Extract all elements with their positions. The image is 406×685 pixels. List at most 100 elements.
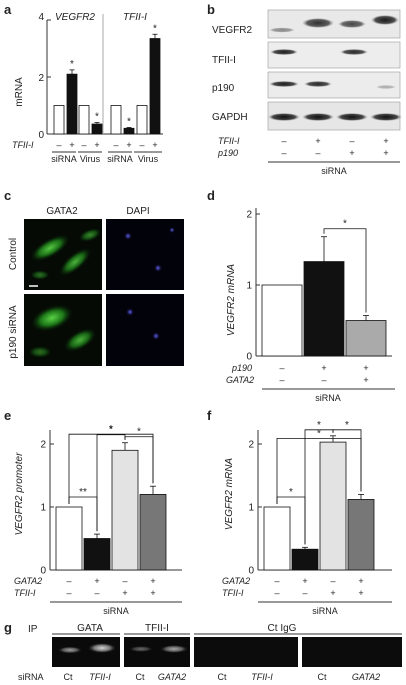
treatment-sign: – [279,363,284,373]
bar [303,261,345,357]
treatment-sign: + [302,576,307,586]
treatment-sign: – [321,375,326,385]
treatment-sign: – [66,588,71,598]
treatment-sign: – [315,148,320,158]
y-tick-label: 1 [40,503,46,514]
blot-label-gapdh: GAPDH [212,112,248,123]
cell-signal [78,228,102,242]
treatment-sign: + [349,148,354,158]
panel-g-letter: g [4,620,12,635]
cell-signal [58,247,92,277]
panel-a-title-vegfr2: VEGFR2 [55,12,95,23]
y-tick-label: 0 [40,566,46,577]
treatment-sign: + [126,140,131,150]
bar [149,38,161,135]
blot-label-p190: p190 [212,83,235,94]
bar [347,499,375,571]
significance-star: * [95,112,99,123]
treatment-sign: – [122,576,127,586]
panel-c-letter: c [4,188,11,203]
blot-band [340,49,368,55]
nucleus-signal [169,227,175,233]
blot-band [268,113,300,121]
panel-a-ylabel: mRNA [14,77,25,107]
panel-a-bars: * * * * [53,23,161,135]
bar [53,105,65,135]
nucleus-signal [126,308,134,316]
panel-a-signs: – + – + – + – + [56,140,157,150]
cell-signal [30,234,70,262]
treatment-sign: – [94,588,99,598]
cell-signal [28,346,52,358]
panel-a-ytick: 4 [38,12,44,23]
treatment-sign: + [358,576,363,586]
nucleus-signal [154,264,162,272]
treatment-sign: + [152,140,157,150]
treatment-sign: – [302,588,307,598]
group-label: Virus [80,154,101,164]
panel-b-letter: b [207,2,215,17]
panel-b-footer: siRNA [321,166,347,176]
panel-d-signs: – + + – – + [279,363,368,385]
bar [291,548,319,571]
gel-band [129,646,153,652]
significance-star: * [345,420,349,431]
treatment-sign: + [150,588,155,598]
panel-c-row-label-sirna: p190 siRNA [8,305,19,359]
treatment-sign: – [56,140,61,150]
blot-band [269,27,295,33]
panel-d-row-label: p190 [231,363,252,373]
panel-a-row-label: TFII-I [12,140,34,150]
blot-band [338,20,366,28]
panel-f-row-label: TFII-I [222,588,244,598]
panel-e-footer: siRNA [103,606,129,616]
treatment-sign: + [363,363,368,373]
panel-e-row-label: GATA2 [14,576,42,586]
treatment-sign: – [349,136,354,146]
panel-f-letter: f [207,408,212,423]
y-tick-label: 2 [246,210,252,221]
panel-b-row-label: p190 [217,148,238,158]
panel-d-footer: siRNA [315,393,341,403]
significance-bracket [124,436,154,484]
panel-e-letter: e [4,408,11,423]
significance-bracket [323,228,367,313]
bar [263,506,291,571]
bar [139,493,167,571]
significance-star: * [317,428,321,439]
gel-band [160,645,188,653]
cell-signal [30,270,50,280]
significance-bracket [332,429,362,492]
gel-ctigg-2 [302,637,402,667]
significance-star: * [153,23,157,34]
treatment-sign: – [139,140,144,150]
y-tick-label: 0 [248,566,254,577]
panel-g-ip-label: IP [28,624,38,635]
panel-e: e VEGFR2 promoter 012 **** * GATA2 TFII-I… [4,408,182,616]
treatment-sign: – [81,140,86,150]
cell-signal [63,328,97,352]
gel-band [58,646,82,654]
bar [136,105,148,135]
significance-star: * [109,425,113,436]
bar [319,441,347,571]
treatment-sign: + [122,588,127,598]
significance-star: ** [79,487,87,498]
lane-label: Ct [218,672,227,682]
blot-band [370,113,402,121]
treatment-sign: – [330,576,335,586]
significance-star: * [317,420,321,431]
group-label: Virus [138,154,159,164]
micrograph-dapi-sirna [106,294,184,366]
blot-label-vegfr2: VEGFR2 [212,25,252,36]
panel-f-footer: siRNA [312,606,338,616]
treatment-sign: + [330,588,335,598]
panel-e-ylabel: VEGFR2 promoter [14,452,25,535]
panel-g-group-ctigg: Ct IgG [268,623,297,634]
blot-band [371,15,399,25]
treatment-sign: – [281,136,286,146]
gel-ctigg-1 [194,637,298,667]
bar [55,506,83,571]
y-tick-label: 1 [246,281,252,292]
